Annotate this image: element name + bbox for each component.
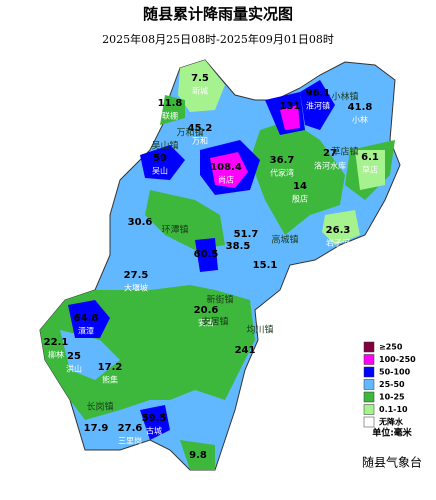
station-name: 古城 [146, 426, 162, 436]
legend-swatch [363, 391, 375, 403]
town-label: 吴山镇 [151, 140, 178, 152]
station-value: 22.1 [44, 337, 69, 348]
station-name: 代家湾 [270, 168, 294, 178]
station-value: 27.5 [124, 270, 149, 281]
legend-label: 无降水 [378, 417, 404, 427]
station-value: 41.8 [348, 102, 373, 113]
station-name: 洛河水库 [314, 161, 346, 171]
town-label: 安居镇 [201, 316, 228, 328]
station-name: 岩子河 [326, 238, 350, 248]
station-value: 15.1 [253, 260, 278, 271]
station-value: 59 [153, 153, 167, 164]
station-name: 万和 [192, 137, 208, 146]
station-name: 大堰坡 [124, 283, 148, 293]
station-value: 241 [235, 345, 256, 356]
town-label: 长岗镇 [86, 401, 113, 413]
station-value: 17.2 [98, 362, 123, 373]
legend-swatch [363, 341, 375, 353]
unit: 单位:毫米 [372, 427, 413, 439]
title: 随县累计降雨量实况图 [143, 5, 293, 23]
station-value: 60.5 [194, 249, 219, 260]
legend-swatch [363, 404, 375, 415]
town-label: 万和镇 [176, 127, 203, 139]
station-value: 6.1 [361, 152, 379, 163]
station-name: 柳林 [48, 350, 64, 360]
station-value: 38.5 [226, 241, 251, 252]
station-name: 安居 [198, 318, 214, 328]
station-value: 64.8 [74, 313, 99, 324]
station-value: 108.4 [210, 162, 242, 173]
station-value: 45.2 [188, 123, 213, 134]
station-value: 36.7 [270, 155, 295, 166]
station-value: 27 [323, 148, 337, 159]
town-label: 环潭镇 [161, 224, 188, 236]
station-value: 20.6 [194, 305, 219, 316]
station-name: 三里岗 [118, 437, 142, 446]
station-value: 11.8 [158, 98, 183, 109]
legend-label: 25-50 [379, 380, 405, 389]
legend-swatch [363, 366, 375, 378]
legend-swatch [363, 379, 375, 390]
station-name: 洪山 [66, 364, 82, 374]
station-value: 131 [280, 101, 301, 112]
station-name: 淮河镇 [306, 101, 330, 111]
town-label: 新街镇 [206, 294, 233, 306]
station-value: 17.9 [84, 423, 109, 434]
station-value: 30.6 [128, 217, 153, 228]
town-label: 高城镇 [271, 234, 298, 246]
town-label: 草店镇 [331, 146, 358, 158]
station-name: 殷店 [292, 194, 308, 204]
town-label: 小林镇 [331, 91, 358, 103]
station-name: 小林 [352, 115, 368, 125]
regions [39, 59, 401, 471]
legend-label: 0.1-10 [379, 405, 408, 414]
station-value: 14 [293, 181, 307, 192]
legend-label: 50-100 [379, 368, 411, 377]
station-value: 25 [67, 351, 81, 362]
town-label: 均川镇 [246, 324, 273, 336]
station-value: 9.8 [189, 450, 207, 461]
legend-swatch [363, 354, 375, 365]
station-value: 96.1 [306, 88, 331, 99]
station-value: 51.7 [234, 229, 259, 240]
station-name: 草店 [362, 165, 378, 175]
legend-label: 100-250 [379, 355, 416, 364]
footer: 随县气象台 [362, 455, 422, 470]
station-value: 7.5 [191, 73, 209, 84]
station-name: 新城 [192, 86, 208, 96]
station-name: 澴潭 [78, 326, 94, 336]
legend-swatch [363, 416, 375, 428]
station-name: 熊集 [102, 375, 118, 385]
subtitle: 2025年08月25日08时-2025年09月01日08时 [102, 32, 334, 46]
station-name: 吴山 [152, 166, 168, 176]
legend-label: ≥250 [379, 343, 403, 352]
station-value: 26.3 [326, 225, 351, 236]
station-value: 27.6 [118, 423, 143, 434]
station-name: 尚店 [218, 175, 234, 185]
station-value: 59.5 [142, 413, 167, 424]
station-name: 联棚 [162, 111, 178, 121]
legend-label: 10-25 [379, 393, 405, 402]
